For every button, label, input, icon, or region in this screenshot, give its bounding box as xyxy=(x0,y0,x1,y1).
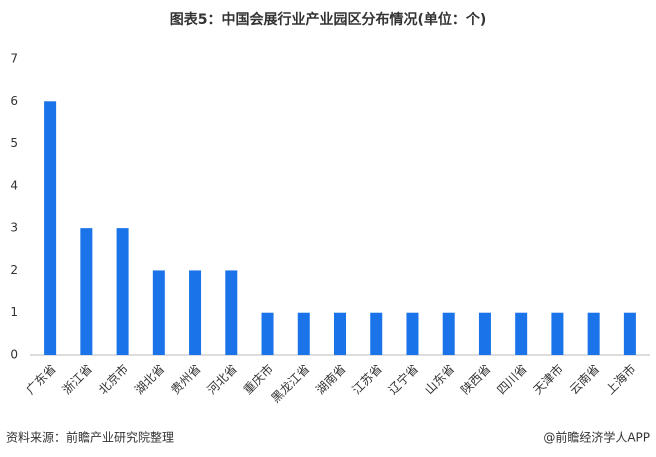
chart-title: 图表5：中国会展行业产业园区分布情况(单位：个) xyxy=(170,11,487,28)
x-tick-label: 上海市 xyxy=(602,361,638,397)
x-tick-label: 辽宁省 xyxy=(385,361,421,397)
bar xyxy=(261,312,274,355)
y-tick-label: 4 xyxy=(10,178,18,192)
x-tick-label: 重庆市 xyxy=(240,361,276,397)
bar xyxy=(116,228,129,355)
bar xyxy=(442,312,455,355)
bar xyxy=(44,101,57,356)
bar xyxy=(189,270,202,355)
bar xyxy=(515,312,528,355)
bar xyxy=(551,312,564,355)
credit: @前瞻经济学人APP xyxy=(543,430,650,445)
x-tick-label: 黑龙江省 xyxy=(269,362,313,406)
bar xyxy=(587,312,600,355)
x-tick-label: 湖北省 xyxy=(131,361,167,397)
x-tick-label: 山东省 xyxy=(422,362,457,397)
x-tick-label: 陕西省 xyxy=(457,361,493,397)
x-tick-label: 北京市 xyxy=(95,361,131,397)
x-tick-label: 浙江省 xyxy=(60,362,95,397)
y-tick-label: 3 xyxy=(10,221,18,235)
y-tick-label: 5 xyxy=(10,136,18,150)
x-tick-label: 贵州省 xyxy=(168,362,203,397)
x-tick-label: 湖南省 xyxy=(313,361,349,397)
y-tick-label: 0 xyxy=(10,348,18,362)
y-tick-label: 2 xyxy=(10,263,18,277)
x-tick-label: 天津市 xyxy=(530,361,566,397)
x-tick-label: 河北省 xyxy=(205,362,240,397)
bar xyxy=(152,270,165,355)
x-tick-label: 广东省 xyxy=(23,362,58,397)
bar xyxy=(623,312,636,355)
x-tick-label: 云南省 xyxy=(566,361,602,397)
bar xyxy=(370,312,383,355)
source-note: 资料来源：前瞻产业研究院整理 xyxy=(6,430,174,445)
bar xyxy=(334,312,346,355)
y-tick-label: 7 xyxy=(10,52,18,66)
bar xyxy=(297,312,310,355)
x-tick-label: 江苏省 xyxy=(349,362,384,397)
y-tick-label: 1 xyxy=(10,305,18,319)
bar xyxy=(225,270,238,355)
x-tick-label: 四川省 xyxy=(494,362,529,397)
bar xyxy=(80,228,93,355)
y-tick-label: 6 xyxy=(10,94,18,108)
bar xyxy=(478,312,491,355)
bar xyxy=(406,312,419,355)
